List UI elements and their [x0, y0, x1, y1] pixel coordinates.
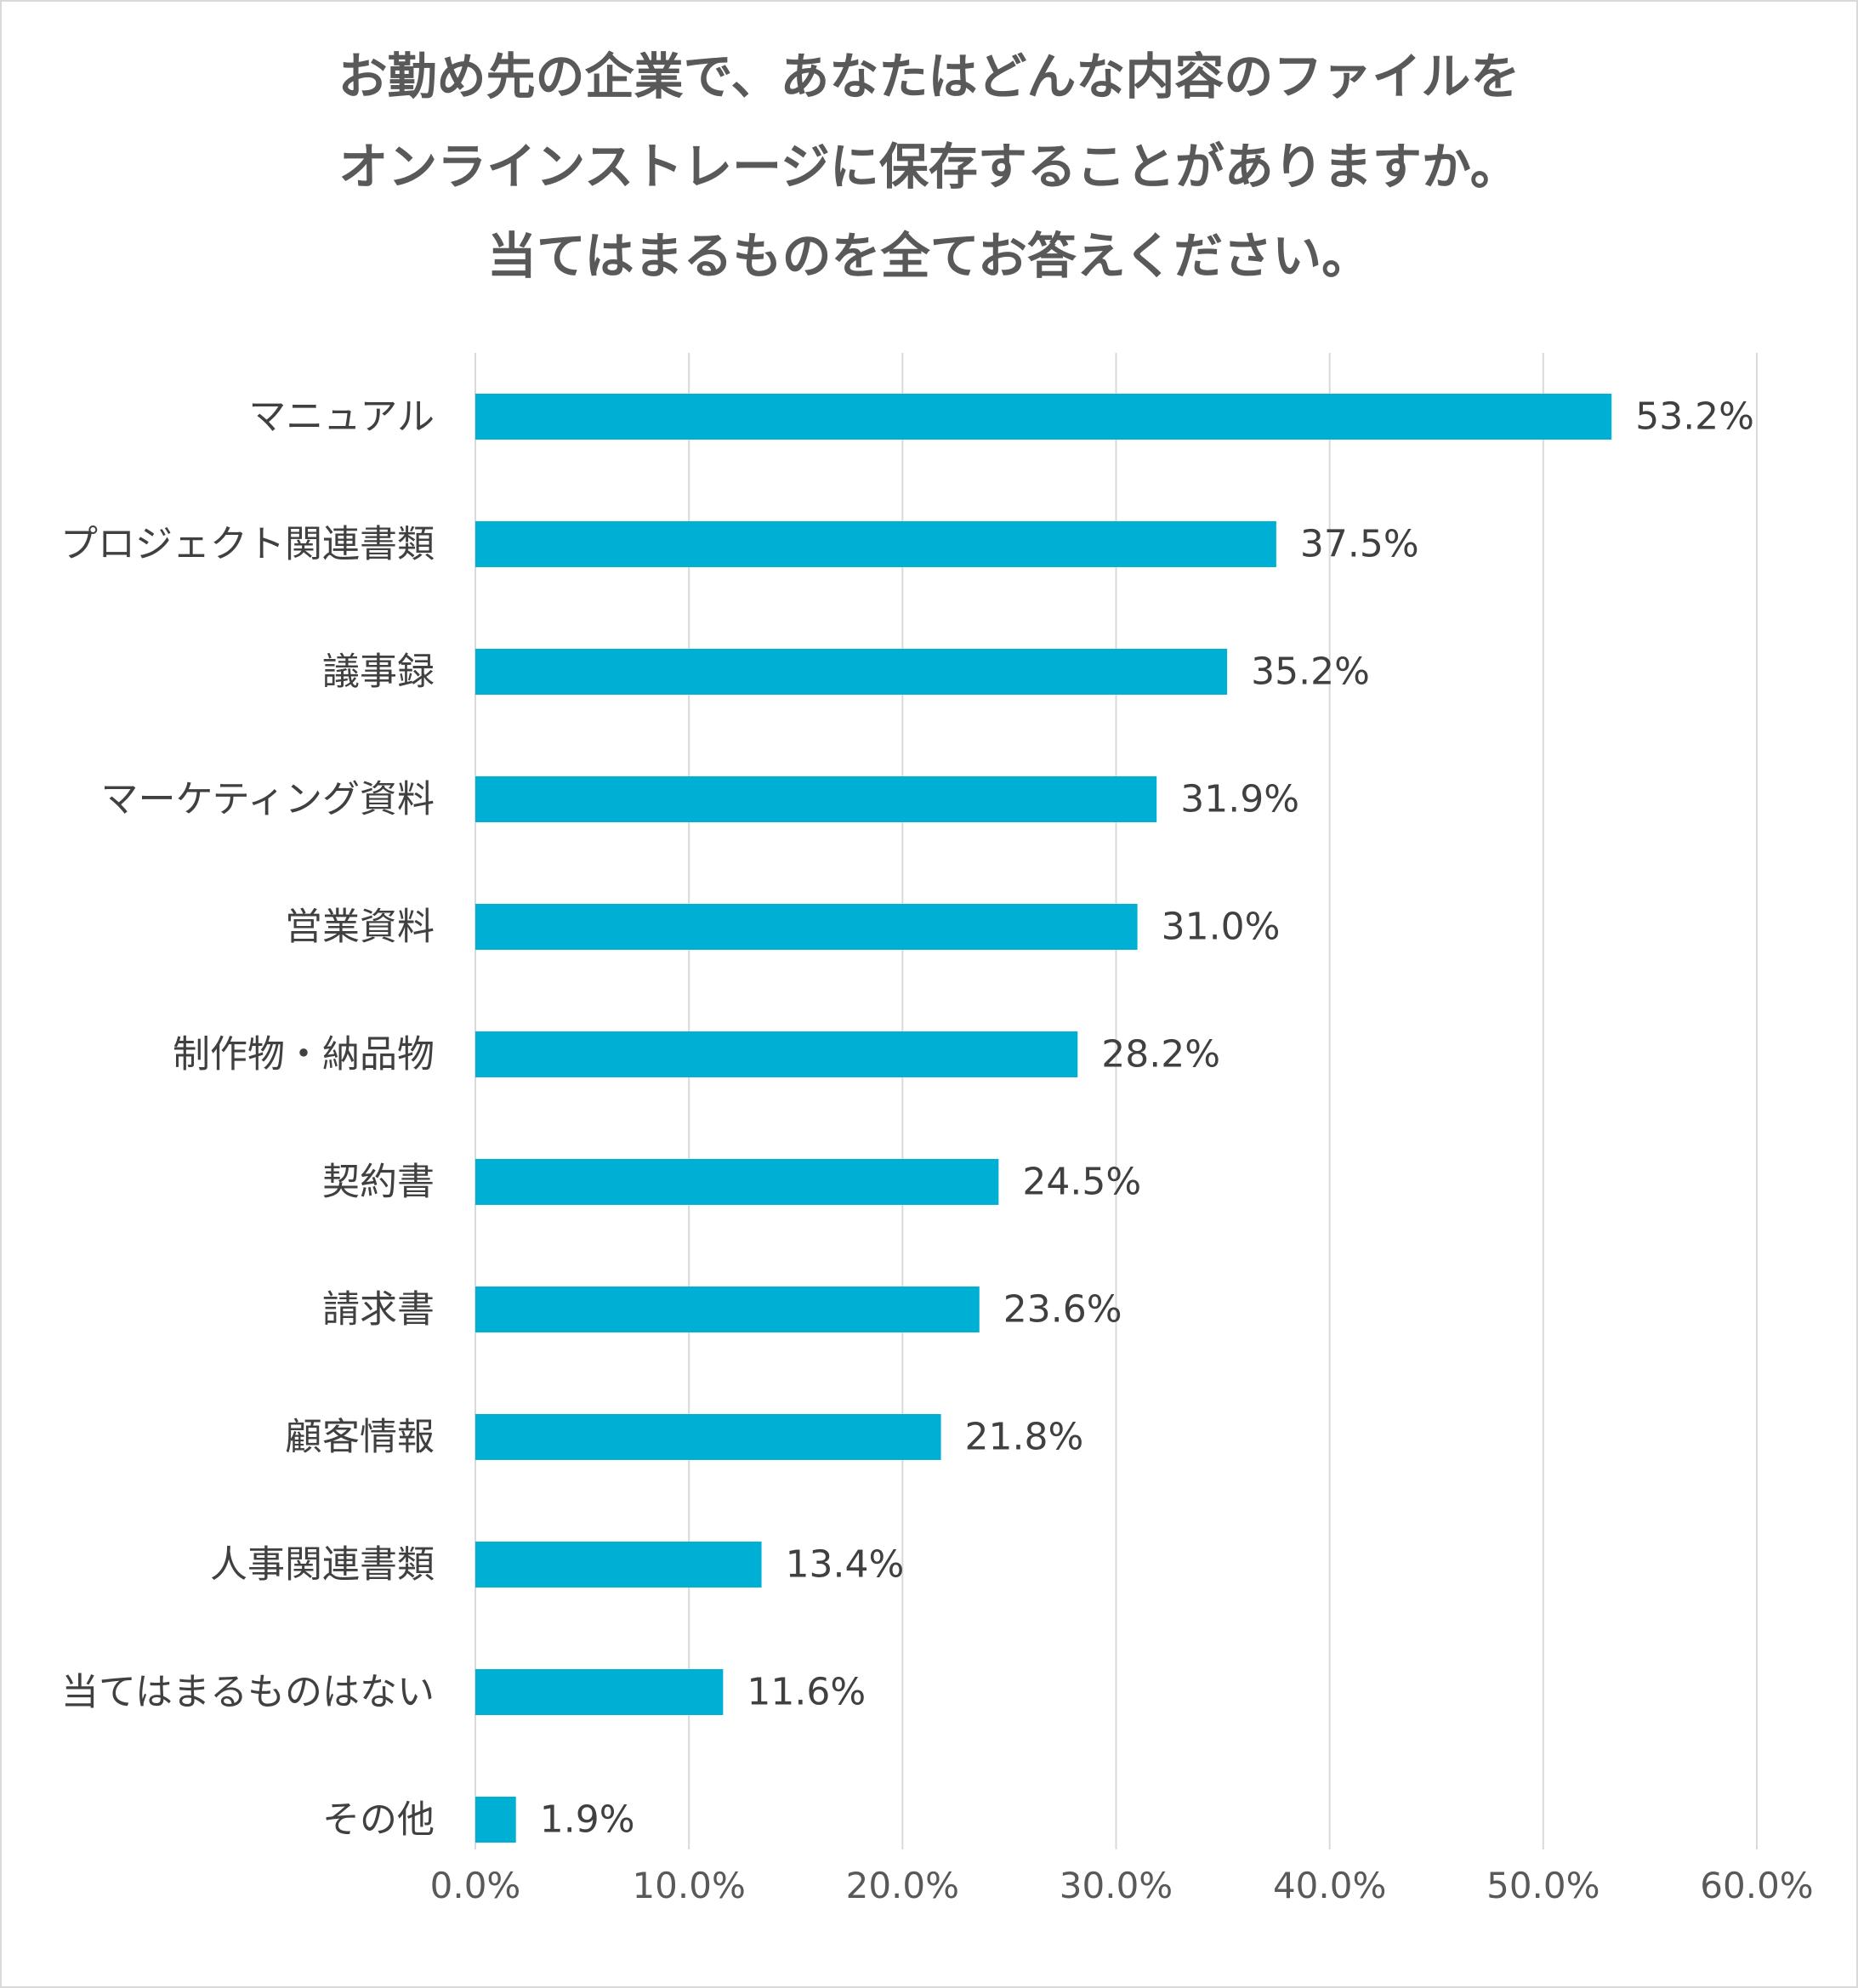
bar	[475, 394, 1612, 440]
bar	[475, 1031, 1078, 1077]
category-label: プロジェクト関連書類	[60, 523, 435, 566]
category-label: 営業資料	[285, 906, 435, 949]
category-label: 当てはまるものはない	[61, 1671, 435, 1714]
data-label: 31.9%	[1180, 778, 1299, 821]
bar	[475, 1669, 724, 1715]
bar	[475, 1414, 941, 1460]
chart-title-line-3: 当てはまるものを全てお答えください。	[486, 227, 1372, 285]
bar	[475, 649, 1228, 695]
x-tick-label: 20.0%	[846, 1865, 959, 1906]
bar	[475, 1542, 762, 1588]
category-label: マーケティング資料	[101, 778, 435, 821]
category-label: 人事関連書類	[210, 1543, 435, 1587]
x-tick-label: 50.0%	[1486, 1865, 1599, 1906]
x-tick-label: 10.0%	[632, 1865, 745, 1906]
data-label: 21.8%	[965, 1416, 1084, 1459]
x-tick-label: 0.0%	[430, 1865, 521, 1906]
data-label: 11.6%	[747, 1671, 866, 1714]
x-tick-label: 40.0%	[1273, 1865, 1386, 1906]
bar	[475, 776, 1157, 822]
data-label: 13.4%	[786, 1543, 905, 1587]
data-label: 28.2%	[1101, 1033, 1220, 1076]
data-label: 37.5%	[1300, 523, 1419, 566]
data-label: 31.0%	[1162, 906, 1281, 949]
data-label: 24.5%	[1022, 1161, 1141, 1204]
category-label: 制作物・納品物	[173, 1033, 435, 1076]
data-label: 23.6%	[1003, 1288, 1122, 1332]
bar	[475, 904, 1138, 950]
x-tick-label: 60.0%	[1700, 1865, 1813, 1906]
chart-title-line-1: お勤め先の企業で、あなたはどんな内容のファイルを	[338, 48, 1520, 105]
category-label: 請求書	[322, 1288, 435, 1332]
bar	[475, 1797, 516, 1843]
data-label: 35.2%	[1251, 650, 1370, 694]
category-label: その他	[322, 1798, 435, 1842]
category-label: マニュアル	[248, 395, 435, 439]
bar	[475, 1159, 999, 1205]
data-label: 1.9%	[540, 1798, 635, 1842]
data-label: 53.2%	[1635, 395, 1754, 439]
category-label: 議事録	[322, 650, 435, 694]
x-tick-label: 30.0%	[1060, 1865, 1173, 1906]
bar	[475, 1287, 980, 1332]
category-label: 顧客情報	[285, 1416, 435, 1459]
category-label: 契約書	[322, 1161, 435, 1204]
bar	[475, 521, 1276, 567]
chart-title-line-2: オンラインストレージに保存することがありますか。	[338, 138, 1520, 196]
